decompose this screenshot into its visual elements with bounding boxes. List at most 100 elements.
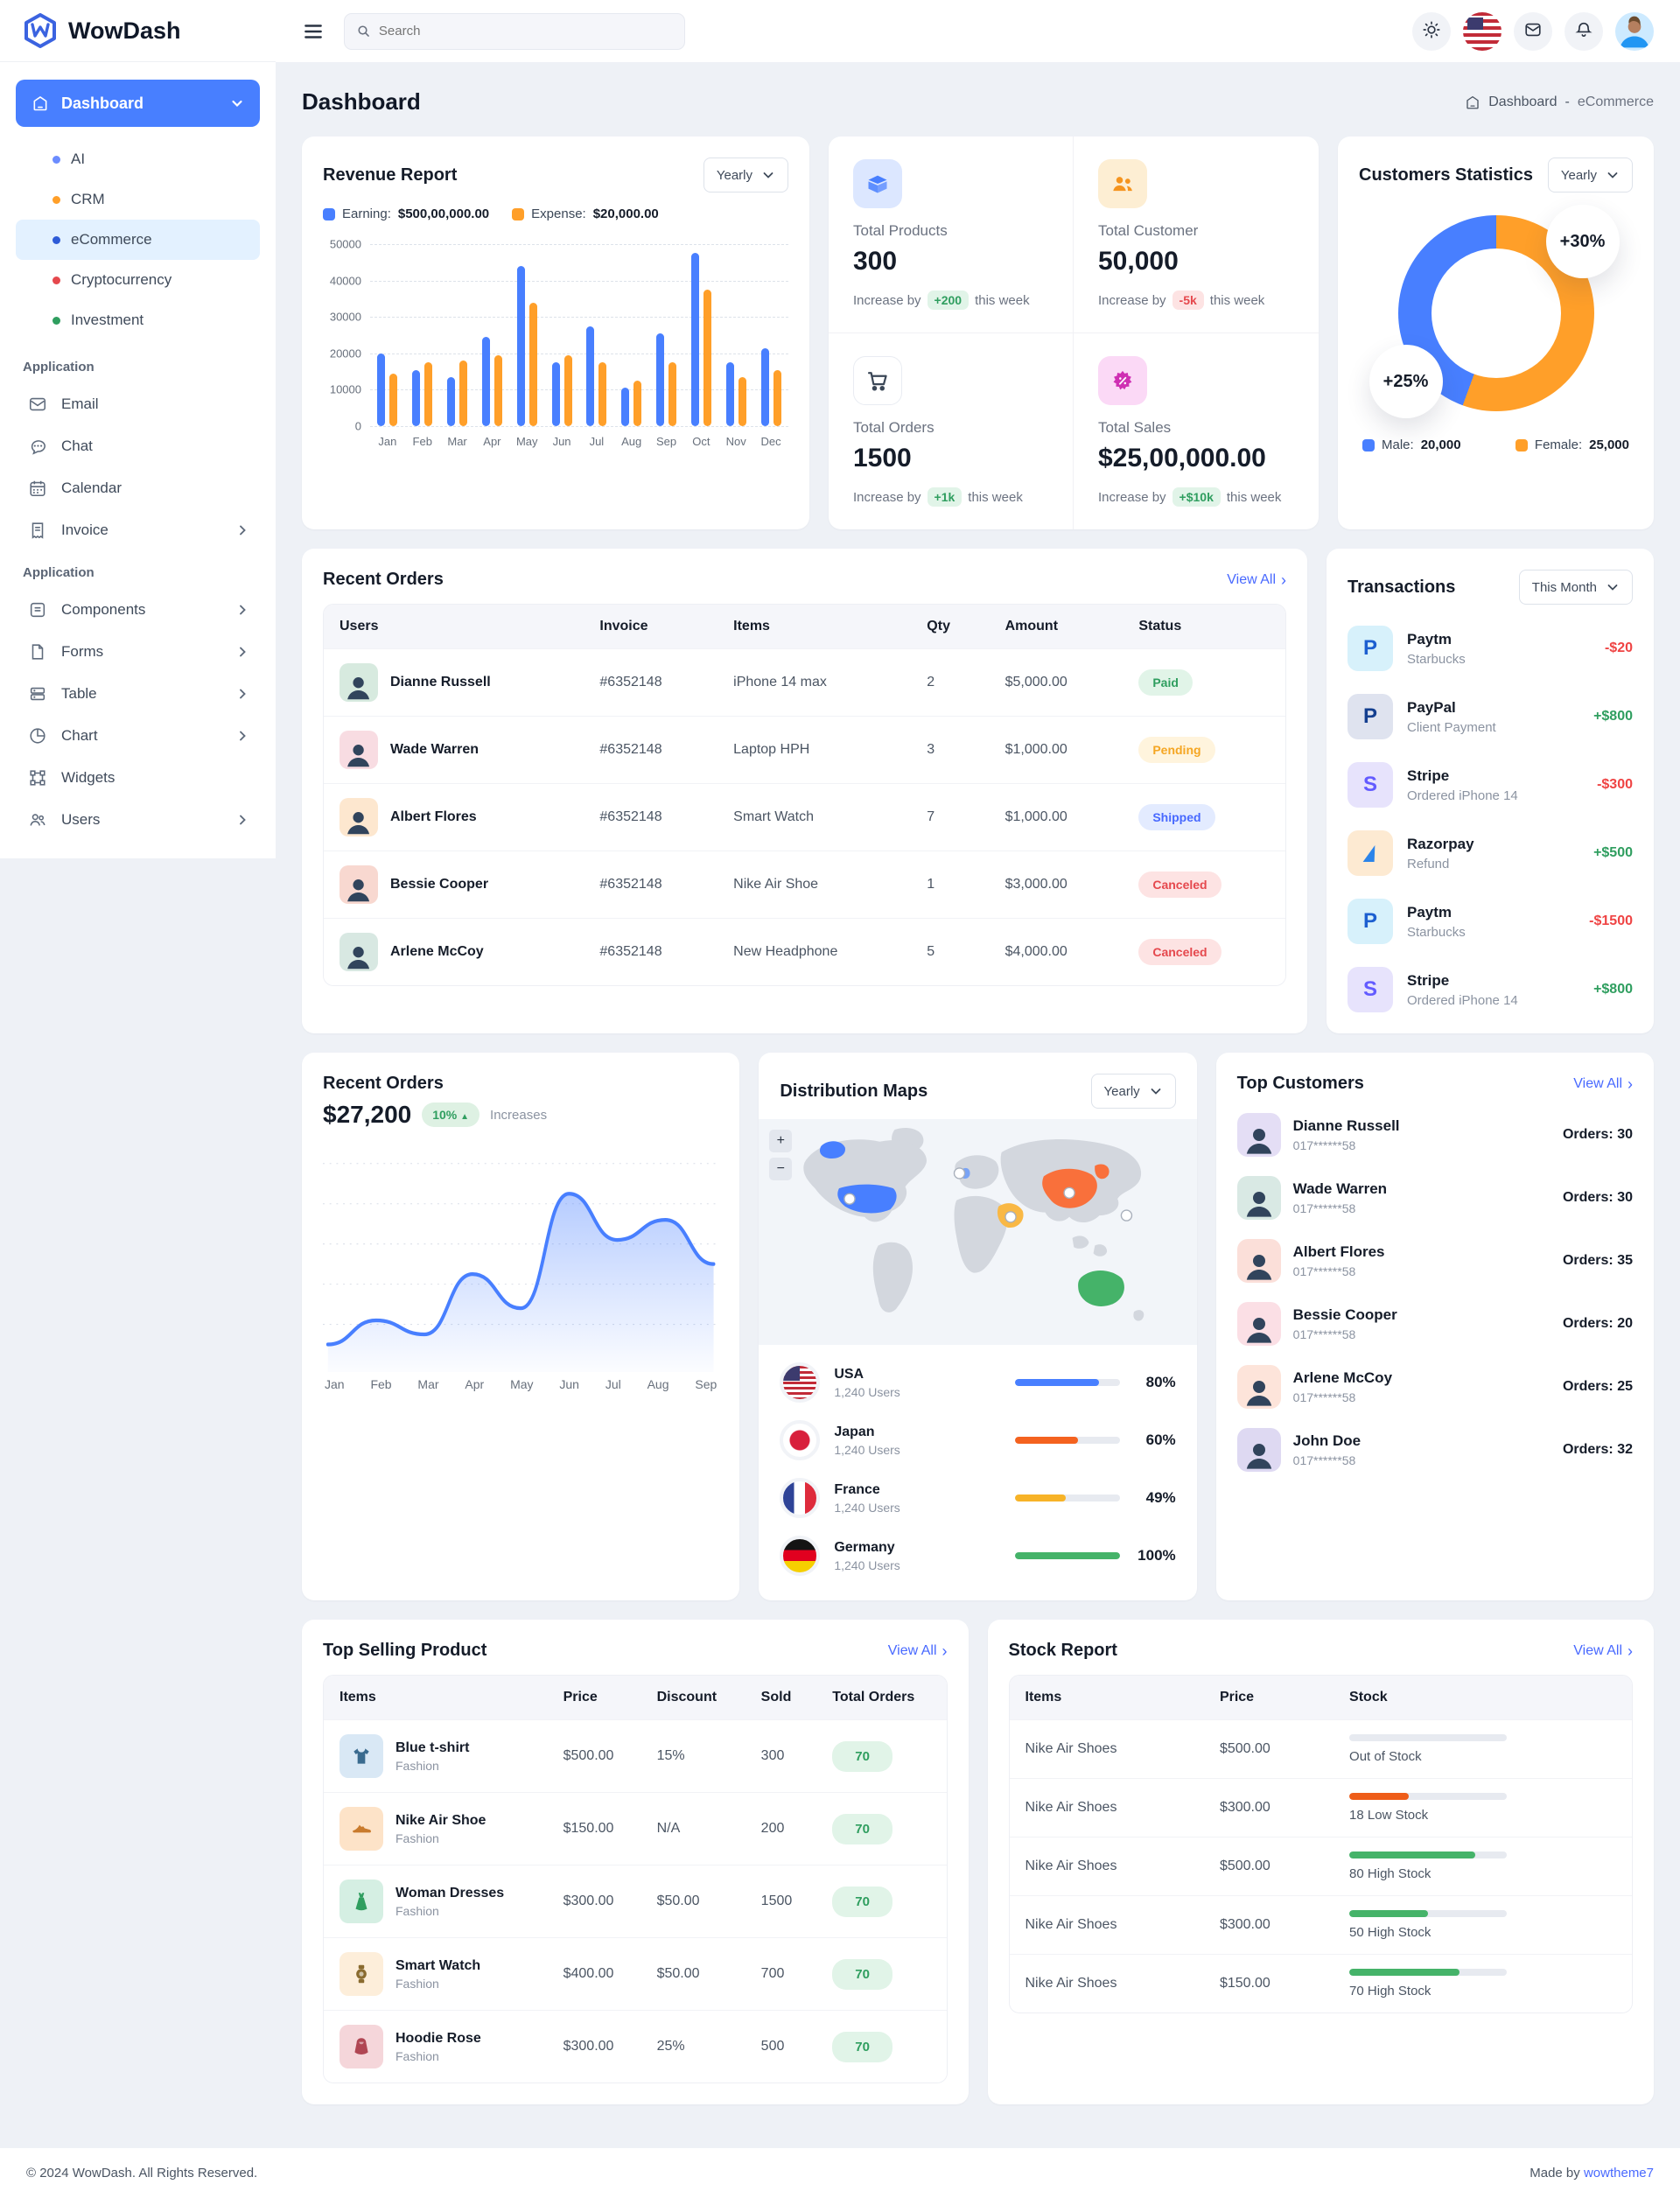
sidebar-dashboard-label: Dashboard bbox=[61, 94, 144, 112]
customer-row: John Doe 017******58 Orders: 32 bbox=[1236, 1428, 1633, 1472]
map-zoom-in-button[interactable]: + bbox=[769, 1130, 793, 1152]
price-cell: $300.00 bbox=[1203, 1778, 1334, 1837]
sidebar-item-label: Email bbox=[61, 396, 99, 412]
messages-button[interactable] bbox=[1514, 11, 1552, 51]
sidebar-subitem-ecommerce[interactable]: eCommerce bbox=[16, 220, 260, 260]
distribution-maps-card: Distribution Maps Yearly + − bbox=[759, 1053, 1197, 1600]
total-orders-badge: 70 bbox=[832, 1813, 892, 1844]
transaction-name: Stripe bbox=[1407, 766, 1450, 784]
revenue-period-select[interactable]: Yearly bbox=[703, 158, 788, 192]
sidebar-item-invoice[interactable]: Invoice bbox=[16, 509, 260, 551]
search-input[interactable] bbox=[378, 24, 672, 38]
sidebar-item-table[interactable]: Table bbox=[16, 673, 260, 715]
sidebar-subitem-investment[interactable]: Investment bbox=[16, 300, 260, 340]
chevron-right-icon bbox=[235, 523, 249, 537]
table-header-row: Items Price Stock bbox=[1009, 1676, 1632, 1719]
donut-legend: Male: 20,000 Female: 25,000 bbox=[1359, 438, 1633, 452]
distribution-period-select[interactable]: Yearly bbox=[1090, 1074, 1176, 1109]
transaction-desc: Starbucks bbox=[1407, 651, 1466, 667]
author-link[interactable]: wowtheme7 bbox=[1583, 2166, 1654, 2180]
stock-label: 50 High Stock bbox=[1349, 1925, 1432, 1940]
breadcrumb-home[interactable]: Dashboard bbox=[1488, 94, 1558, 109]
country-progress: 80% bbox=[1014, 1374, 1176, 1391]
stock-cell: Out of Stock bbox=[1334, 1719, 1632, 1778]
stock-label: 80 High Stock bbox=[1349, 1866, 1432, 1881]
item-cell: Nike Air Shoe bbox=[718, 850, 912, 918]
invoice-cell: #6352148 bbox=[584, 783, 718, 850]
customer-orders: Orders: 35 bbox=[1562, 1253, 1633, 1268]
legend-earning: Earning: $500,00,000.00 bbox=[323, 206, 489, 221]
bar-group-aug bbox=[614, 244, 649, 426]
sidebar-subitem-ai[interactable]: AI bbox=[16, 139, 260, 179]
profile-avatar[interactable] bbox=[1615, 11, 1654, 51]
customer-row: Dianne Russell 017******58 Orders: 30 bbox=[1236, 1113, 1633, 1157]
x-tick-label: Jul bbox=[589, 435, 605, 448]
invoice-cell: #6352148 bbox=[584, 648, 718, 716]
product-info: Woman Dresses Fashion bbox=[396, 1886, 504, 1918]
sidebar-item-users[interactable]: Users bbox=[16, 799, 260, 841]
logo[interactable]: WowDash bbox=[0, 0, 276, 62]
hamburger-menu-icon[interactable] bbox=[302, 20, 325, 43]
avatar bbox=[1236, 1113, 1281, 1157]
earning-bar bbox=[586, 326, 595, 426]
recent-orders-view-all-link[interactable]: View All › bbox=[1227, 570, 1286, 589]
customer-info: Wade Warren 017******58 bbox=[1293, 1180, 1387, 1215]
country-progress: 100% bbox=[1014, 1547, 1176, 1564]
sidebar: WowDash Dashboard AI CRM eCommerce Cryptocu… bbox=[0, 0, 276, 858]
theme-toggle-button[interactable] bbox=[1412, 11, 1451, 51]
progress-track bbox=[1014, 1379, 1120, 1386]
trend-badge: 10% ▲ bbox=[422, 1102, 480, 1127]
breadcrumb: Dashboard - eCommerce bbox=[1465, 94, 1654, 110]
revenue-bar-chart: 50000 40000 30000 20000 10000 0 bbox=[323, 238, 788, 433]
expense-bar bbox=[494, 354, 502, 426]
transactions-title: Transactions bbox=[1348, 577, 1456, 597]
language-flag-button[interactable] bbox=[1463, 11, 1502, 51]
sidebar-item-widgets[interactable]: Widgets bbox=[16, 757, 260, 799]
change-badge: +$10k bbox=[1172, 487, 1221, 507]
sidebar-item-components[interactable]: Components bbox=[16, 589, 260, 631]
sidebar-item-calendar[interactable]: Calendar bbox=[16, 467, 260, 509]
sidebar-subitem-cryptocurrency[interactable]: Cryptocurrency bbox=[16, 260, 260, 300]
sidebar-item-email[interactable]: Email bbox=[16, 383, 260, 425]
revenue-chart-plot bbox=[370, 244, 788, 427]
transaction-name: PayPal bbox=[1407, 698, 1456, 716]
notifications-button[interactable] bbox=[1564, 11, 1603, 51]
sidebar-item-chat[interactable]: Chat bbox=[16, 425, 260, 467]
dot-icon bbox=[52, 155, 60, 164]
recent-orders-table-card: Recent Orders View All › Users Invoice Item… bbox=[302, 549, 1307, 1033]
sidebar-nav: Dashboard AI CRM eCommerce Cryptocurrency In… bbox=[0, 62, 276, 858]
transaction-desc: Ordered iPhone 14 bbox=[1407, 788, 1518, 803]
sidebar-subitem-label: eCommerce bbox=[71, 231, 152, 248]
order-user: Dianne Russell bbox=[340, 663, 568, 702]
country-name: France bbox=[834, 1481, 880, 1497]
sidebar-item-forms[interactable]: Forms bbox=[16, 631, 260, 673]
country-row-japan: Japan 1,240 Users 60% bbox=[780, 1411, 1176, 1469]
wowdash-logo-icon bbox=[23, 13, 58, 48]
chevron-right-icon bbox=[235, 645, 249, 659]
progress-fill bbox=[1014, 1494, 1067, 1502]
sidebar-item-chart[interactable]: Chart bbox=[16, 715, 260, 757]
orders-x-axis: Jan Feb Mar Apr May Jun Jul Aug Sep bbox=[323, 1372, 718, 1391]
stock-fill bbox=[1349, 1969, 1460, 1976]
legend-male: Male: 20,000 bbox=[1362, 438, 1461, 452]
stat-value: 1500 bbox=[853, 444, 912, 472]
transaction-info: Stripe Ordered iPhone 14 bbox=[1407, 972, 1518, 1008]
customer-name: Bessie Cooper bbox=[1292, 1306, 1397, 1323]
sold-cell: 1500 bbox=[745, 1865, 817, 1937]
table-row: Dianne Russell #6352148 iPhone 14 max 2 $5,0… bbox=[324, 648, 1285, 716]
product-item: Nike Air Shoe Fashion bbox=[340, 1807, 532, 1851]
arrow-up-icon: ▲ bbox=[460, 1112, 470, 1122]
sidebar-subitem-crm[interactable]: CRM bbox=[16, 179, 260, 220]
column-header: Price bbox=[1203, 1676, 1334, 1719]
customers-period-select[interactable]: Yearly bbox=[1547, 158, 1633, 192]
top-selling-view-all-link[interactable]: View All › bbox=[887, 1642, 948, 1660]
top-customers-view-all-link[interactable]: View All › bbox=[1573, 1074, 1633, 1093]
transactions-period-select[interactable]: This Month bbox=[1518, 570, 1633, 605]
product-item: Smart Watch Fashion bbox=[340, 1952, 532, 1996]
sidebar-item-dashboard[interactable]: Dashboard bbox=[16, 80, 260, 127]
map-zoom-out-button[interactable]: − bbox=[769, 1158, 793, 1180]
map-marker bbox=[954, 1167, 966, 1180]
stock-report-view-all-link[interactable]: View All › bbox=[1573, 1642, 1633, 1660]
recent-orders-tbody: Dianne Russell #6352148 iPhone 14 max 2 $5,0… bbox=[324, 648, 1285, 985]
chart-icon bbox=[28, 726, 47, 746]
